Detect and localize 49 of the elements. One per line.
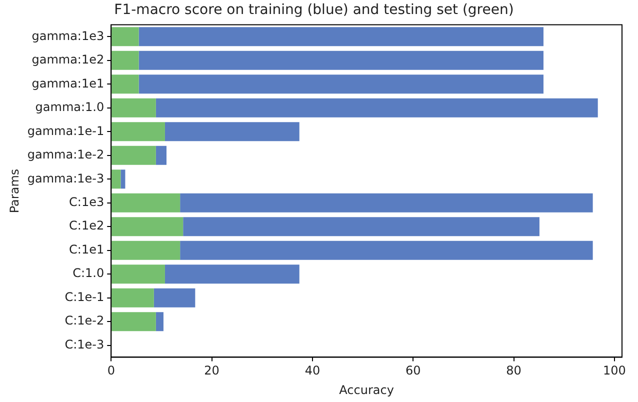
bar	[156, 146, 166, 165]
y-tick-label: C:1e1	[69, 242, 104, 256]
x-tick-label: 20	[204, 364, 220, 378]
bar	[156, 98, 598, 118]
bar	[112, 74, 139, 94]
x-tick-label: 100	[602, 364, 626, 378]
y-tick-label: gamma:1e1	[32, 76, 104, 90]
bar	[112, 146, 156, 165]
y-tick-label: C:1e3	[69, 194, 104, 209]
bar	[112, 240, 180, 260]
y-tick-label: gamma:1e-2	[27, 148, 104, 162]
bar	[180, 240, 593, 260]
bar	[138, 27, 544, 46]
bar	[112, 264, 165, 284]
bar	[112, 50, 139, 70]
bar	[156, 312, 164, 332]
bar	[183, 217, 540, 236]
bar	[112, 288, 154, 308]
bar	[112, 217, 184, 236]
y-tick-label: C:1e-3	[64, 337, 104, 352]
y-tick-label: C:1e-1	[64, 290, 104, 304]
bar	[112, 312, 156, 332]
bar	[164, 264, 300, 284]
x-tick-label: 60	[405, 364, 421, 378]
y-tick-label: gamma:1.0	[35, 100, 104, 114]
bar	[112, 27, 139, 46]
y-tick-label: gamma:1e2	[32, 52, 104, 67]
y-tick-label: gamma:1e-1	[27, 124, 104, 138]
bar	[138, 50, 544, 70]
y-tick-label: C:1e-2	[64, 314, 104, 328]
bar	[138, 74, 544, 94]
x-axis-title: Accuracy	[339, 382, 394, 397]
y-tick-label: gamma:1e3	[32, 28, 104, 43]
y-tick-label: C:1e2	[69, 218, 104, 233]
bar	[112, 122, 165, 142]
x-tick-label: 0	[107, 364, 115, 378]
bar	[112, 98, 156, 118]
chart-title: F1-macro score on training (blue) and testing set (green)	[114, 2, 514, 18]
y-axis-title: Params	[7, 168, 22, 214]
bar	[164, 122, 300, 142]
bar	[120, 170, 126, 189]
bar	[154, 288, 196, 308]
x-tick-label: 80	[506, 364, 522, 378]
y-tick-label: gamma:1e-3	[27, 171, 104, 186]
bar	[112, 170, 121, 189]
bar	[112, 193, 180, 212]
y-tick-label: C:1.0	[72, 266, 104, 280]
x-tick-label: 40	[304, 364, 320, 378]
bar	[180, 193, 593, 212]
